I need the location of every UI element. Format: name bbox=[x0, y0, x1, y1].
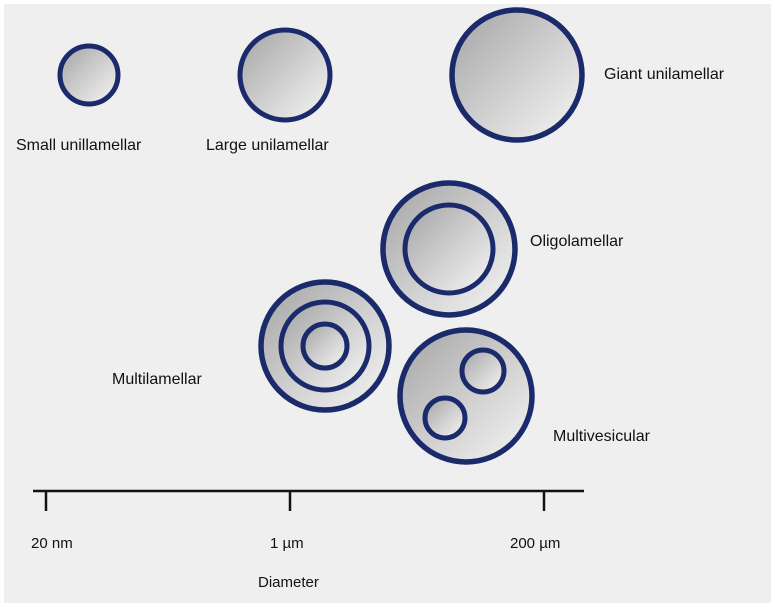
multilamellar-label: Multilamellar bbox=[112, 371, 202, 388]
small-unilamellar-label: Small unillamellar bbox=[16, 137, 142, 154]
giant-unilamellar-label: Giant unilamellar bbox=[604, 66, 725, 83]
small-unilamellar-vesicle bbox=[57, 43, 121, 107]
axis-title: Diameter bbox=[258, 574, 319, 591]
multivesicular-vesicle bbox=[397, 327, 535, 465]
diameter-axis bbox=[33, 489, 584, 511]
oligolamellar-vesicle bbox=[380, 180, 518, 318]
large-unilamellar-vesicle bbox=[237, 27, 333, 123]
multilamellar-vesicle bbox=[258, 279, 392, 413]
diagram-background bbox=[4, 4, 771, 603]
giant-unilamellar-vesicle bbox=[449, 7, 585, 143]
tick-label-1um: 1 µm bbox=[270, 535, 304, 552]
oligolamellar-label: Oligolamellar bbox=[530, 233, 624, 250]
large-unilamellar-label: Large unilamellar bbox=[206, 137, 329, 154]
multivesicular-label: Multivesicular bbox=[553, 428, 651, 445]
tick-label-200um: 200 µm bbox=[510, 535, 560, 552]
tick-label-20nm: 20 nm bbox=[31, 535, 73, 552]
